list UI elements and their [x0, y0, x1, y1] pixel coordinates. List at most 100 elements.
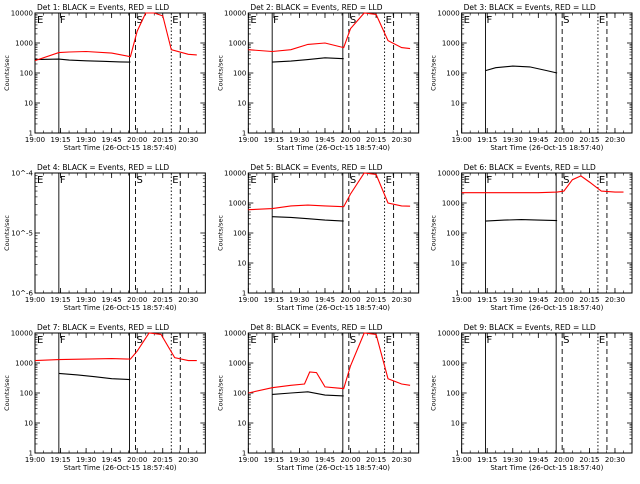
- panel-8: Det 8: BLACK = Events, RED = LLD 1 10 100 10…: [216, 323, 420, 472]
- marker-label-e: E: [386, 15, 392, 26]
- panel-1: Det 1: BLACK = Events, RED = LLD 1 10 100 10…: [3, 3, 206, 152]
- y-tick-label: 1000: [229, 200, 247, 208]
- marker-label-s: S: [136, 335, 142, 346]
- y-tick-label: 10: [237, 100, 246, 108]
- marker-label-e: E: [172, 175, 178, 186]
- series-lld: [248, 12, 411, 53]
- y-tick-label: 10: [24, 420, 33, 428]
- panel-7: Det 7: BLACK = Events, RED = LLD 1 10 100 10…: [3, 323, 206, 472]
- marker-label-e: E: [37, 175, 43, 186]
- x-axis-label: Start Time (26-Oct-15 18:57:40): [64, 144, 177, 152]
- y-tick-label: 100: [446, 390, 459, 398]
- x-tick-label: 19:15: [264, 136, 284, 144]
- x-tick-label: 19:00: [238, 456, 258, 464]
- x-tick-label: 20:30: [392, 456, 412, 464]
- panel-2: Det 2: BLACK = Events, RED = LLD 1 10 100 10…: [216, 3, 420, 152]
- y-tick-label: 10000: [224, 170, 246, 178]
- marker-label-e: E: [599, 175, 605, 186]
- y-tick-label: 10: [451, 420, 460, 428]
- marker-label-f: F: [273, 175, 279, 186]
- marker-label-f: F: [273, 15, 279, 26]
- marker-label-e: E: [386, 335, 392, 346]
- plot-frame: [247, 12, 420, 134]
- series-lld: [34, 12, 197, 62]
- y-tick-label: 10: [24, 100, 33, 108]
- y-tick-label: 1000: [442, 40, 460, 48]
- x-tick-label: 19:30: [76, 456, 96, 464]
- y-axis-label: Counts/sec: [216, 55, 224, 91]
- series-events: [485, 219, 558, 222]
- marker-label-e: E: [250, 15, 256, 26]
- marker-label-f: F: [487, 175, 493, 186]
- x-tick-label: 20:15: [579, 296, 599, 304]
- x-tick-label: 19:30: [289, 456, 309, 464]
- series-events: [272, 391, 344, 397]
- x-tick-label: 19:15: [50, 296, 70, 304]
- y-axis-label: Counts/sec: [3, 215, 11, 251]
- x-tick-label: 19:30: [289, 296, 309, 304]
- series-events: [272, 57, 344, 63]
- panel-title: Det 6: BLACK = Events, RED = LLD: [464, 163, 596, 172]
- marker-label-e: E: [37, 335, 43, 346]
- y-tick-label: 1: [455, 450, 459, 458]
- y-tick-label: 1: [242, 450, 246, 458]
- y-axis-label: Counts/sec: [216, 375, 224, 411]
- x-tick-label: 20:15: [153, 296, 173, 304]
- x-tick-label: 19:45: [528, 136, 548, 144]
- series-lld: [34, 332, 197, 362]
- marker-label-f: F: [60, 335, 66, 346]
- y-tick-label: 10: [237, 420, 246, 428]
- x-tick-label: 20:30: [605, 296, 625, 304]
- y-tick-label: 10: [237, 260, 246, 268]
- marker-label-e: E: [37, 15, 43, 26]
- series-events: [34, 58, 131, 63]
- plot-frame: [461, 332, 633, 454]
- x-tick-label: 19:15: [264, 456, 284, 464]
- plot-frame: [34, 172, 206, 294]
- y-tick-label: 1: [242, 290, 246, 298]
- y-tick-label: 10^-4: [11, 170, 33, 178]
- panel-3: Det 3: BLACK = Events, RED = LLD 1 10 100 10…: [430, 3, 633, 152]
- x-tick-label: 19:30: [76, 136, 96, 144]
- marker-label-f: F: [487, 335, 493, 346]
- series-lld: [248, 332, 411, 394]
- y-tick-label: 10000: [11, 330, 33, 338]
- marker-label-s: S: [563, 335, 569, 346]
- x-tick-label: 19:15: [477, 456, 497, 464]
- y-tick-label: 1000: [442, 360, 460, 368]
- plot-frame: [34, 332, 206, 454]
- marker-label-s: S: [136, 175, 142, 186]
- y-tick-label: 10000: [11, 10, 33, 18]
- y-tick-label: 1000: [229, 40, 247, 48]
- x-tick-label: 20:00: [127, 456, 147, 464]
- y-tick-label: 1: [455, 130, 459, 138]
- y-tick-label: 100: [233, 70, 246, 78]
- plot-frame: [34, 12, 206, 134]
- panel-title: Det 7: BLACK = Events, RED = LLD: [37, 323, 169, 332]
- y-tick-label: 1000: [15, 360, 33, 368]
- x-tick-label: 20:00: [127, 296, 147, 304]
- x-tick-label: 20:00: [554, 456, 574, 464]
- x-tick-label: 19:45: [102, 136, 122, 144]
- series-events: [272, 216, 344, 222]
- plot-frame: [461, 12, 633, 134]
- x-tick-label: 20:15: [153, 456, 173, 464]
- x-tick-label: 20:15: [153, 136, 173, 144]
- x-tick-label: 20:00: [340, 456, 360, 464]
- x-tick-label: 20:30: [178, 456, 198, 464]
- x-tick-label: 19:45: [102, 296, 122, 304]
- x-tick-label: 20:15: [579, 456, 599, 464]
- series-lld: [461, 175, 624, 194]
- x-tick-label: 19:15: [264, 296, 284, 304]
- plot-frame: [247, 172, 420, 294]
- y-tick-label: 100: [20, 390, 33, 398]
- x-tick-label: 19:00: [238, 296, 258, 304]
- panel-title: Det 4: BLACK = Events, RED = LLD: [37, 163, 169, 172]
- x-tick-label: 19:00: [238, 136, 258, 144]
- y-tick-label: 100: [20, 70, 33, 78]
- x-tick-label: 20:15: [366, 136, 386, 144]
- x-tick-label: 19:45: [528, 296, 548, 304]
- marker-label-e: E: [464, 335, 470, 346]
